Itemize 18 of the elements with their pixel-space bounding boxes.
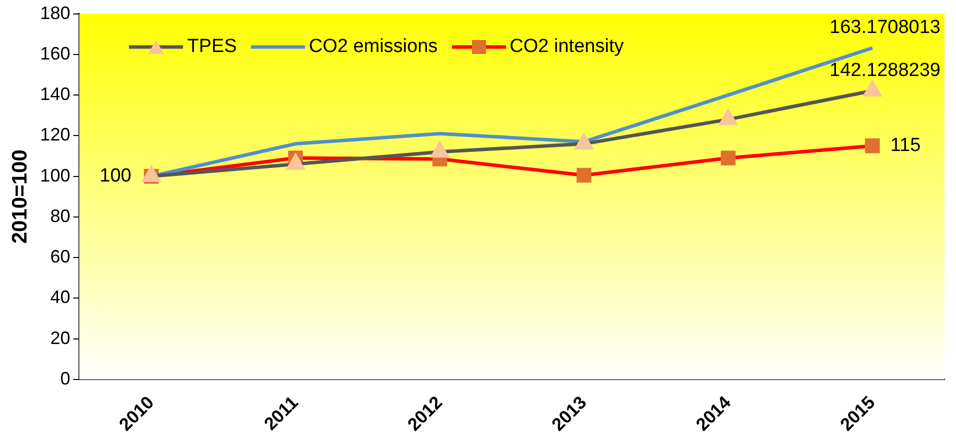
y-axis-title: 2010=100 [8, 150, 32, 244]
y-tick-label: 100 [40, 165, 70, 186]
y-tick-label: 180 [40, 2, 70, 23]
legend-label: CO2 intensity [510, 36, 624, 58]
y-tick-label: 0 [60, 368, 70, 388]
y-tick-label: 20 [50, 328, 70, 348]
y-tick-label: 140 [40, 84, 70, 104]
legend-label: TPES [187, 36, 237, 58]
data-label: 100 [100, 166, 132, 187]
data-label: 115 [890, 135, 921, 156]
data-label: 142.1288239 [830, 60, 940, 81]
data-label: 163.1708013 [830, 17, 940, 38]
y-tick-label: 160 [40, 43, 70, 64]
legend-label: CO2 emissions [308, 36, 438, 58]
y-tick-label: 60 [50, 246, 70, 267]
y-tick-label: 120 [40, 124, 70, 145]
y-tick-label: 80 [50, 206, 70, 226]
y-tick-label: 40 [50, 287, 70, 308]
